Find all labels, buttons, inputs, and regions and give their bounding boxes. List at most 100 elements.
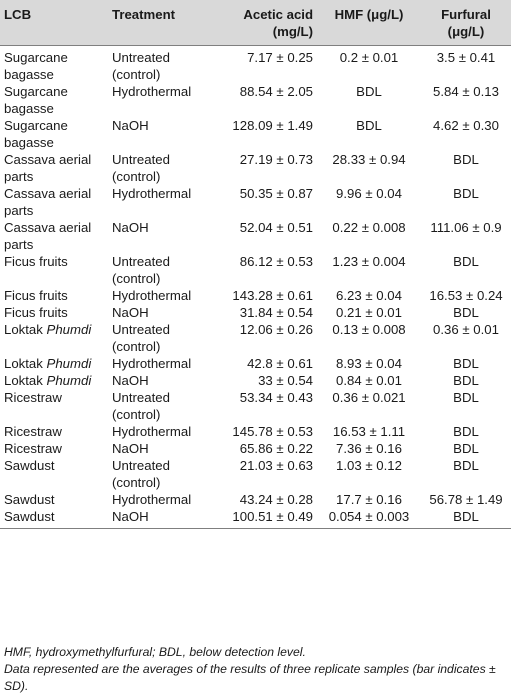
table-body: Sugarcane bagasse Untreated (control) 7.17… <box>0 46 511 529</box>
cell-acetic-acid: 12.06 ± 0.26 <box>239 322 313 337</box>
cell-furfural: 3.5 ± 0.41 <box>436 50 496 65</box>
cell-treatment: NaOH <box>112 220 149 235</box>
cell-furfural: BDL <box>453 305 479 320</box>
header-row: LCB Treatment Acetic acid (mg/L) HMF (μg… <box>0 0 511 46</box>
table-row: Cassava aerial parts NaOH 52.04 ± 0.51 0.22… <box>0 219 511 253</box>
table-row: Sugarcane bagasse Hydrothermal 88.54 ± 2.0… <box>0 83 511 117</box>
cell-acetic-acid: 52.04 ± 0.51 <box>239 220 313 235</box>
cell-acetic-acid: 128.09 ± 1.49 <box>232 118 313 133</box>
cell-acetic-acid: 33 ± 0.54 <box>258 373 313 388</box>
header-acetic-acid: Acetic acid (mg/L) <box>204 0 317 46</box>
cell-furfural: 4.62 ± 0.30 <box>433 118 499 133</box>
cell-treatment: Hydrothermal <box>112 84 192 99</box>
cell-treatment: Untreated (control) <box>112 50 170 82</box>
cell-acetic-acid: 100.51 ± 0.49 <box>204 508 317 529</box>
table-row: Sugarcane bagasse Untreated (control) 7.17… <box>0 46 511 84</box>
cell-acetic-acid: 65.86 ± 0.22 <box>239 441 313 456</box>
cell-treatment: NaOH <box>112 441 149 456</box>
table-row: Ricestraw Hydrothermal 145.78 ± 0.53 16.53 … <box>0 423 511 440</box>
table-row: Loktak Phumdi Hydrothermal 42.8 ± 0.61 8.93… <box>0 355 511 372</box>
header-treatment: Treatment <box>108 0 204 46</box>
cell-lcb: Cassava aerial parts <box>0 151 108 185</box>
table-row: Ricestraw NaOH 65.86 ± 0.22 7.36 ± 0.16 BDL <box>0 440 511 457</box>
cell-lcb: Sugarcane bagasse <box>0 83 108 117</box>
lcb-name: Loktak <box>4 373 47 388</box>
cell-acetic-acid: 88.54 ± 2.05 <box>239 84 313 99</box>
lcb-name: Cassava aerial parts <box>4 220 92 252</box>
table-footnotes: HMF, hydroxymethylfurfural; BDL, below d… <box>4 644 504 695</box>
cell-hmf: 0.2 ± 0.01 <box>339 50 399 65</box>
cell-treatment: Untreated (control) <box>112 458 170 490</box>
cell-hmf: BDL <box>356 118 382 133</box>
cell-lcb: Loktak Phumdi <box>0 355 108 372</box>
cell-hmf: 8.93 ± 0.04 <box>336 356 402 371</box>
cell-furfural: BDL <box>453 458 479 473</box>
cell-treatment: Untreated (control) <box>112 152 170 184</box>
cell-acetic-acid: 50.35 ± 0.87 <box>239 186 313 201</box>
table-row: Ficus fruits Untreated (control) 86.12 ± 0… <box>0 253 511 287</box>
cell-treatment: Hydrothermal <box>112 424 192 439</box>
cell-treatment: Untreated (control) <box>112 390 170 422</box>
cell-acetic-acid: 53.34 ± 0.43 <box>239 390 313 405</box>
cell-furfural: 111.06 ± 0.9 <box>430 220 502 235</box>
cell-hmf: 17.7 ± 0.16 <box>336 492 402 507</box>
cell-lcb: Loktak Phumdi <box>0 321 108 355</box>
footnote-abbreviations: HMF, hydroxymethylfurfural; BDL, below d… <box>4 645 306 659</box>
cell-treatment: Hydrothermal <box>112 492 192 507</box>
cell-lcb: Sugarcane bagasse <box>0 117 108 151</box>
cell-lcb: Sawdust <box>0 491 108 508</box>
cell-lcb: Ricestraw <box>0 440 108 457</box>
table-row: Ficus fruits Hydrothermal 143.28 ± 0.61 6.2… <box>0 287 511 304</box>
cell-hmf: 0.21 ± 0.01 <box>336 305 402 320</box>
lcb-name: Sugarcane bagasse <box>4 50 68 82</box>
lcb-name: Loktak <box>4 322 47 337</box>
cell-hmf: 0.84 ± 0.01 <box>336 373 402 388</box>
cell-treatment: NaOH <box>108 508 204 529</box>
cell-lcb: Cassava aerial parts <box>0 219 108 253</box>
header-furfural: Furfural (μg/L) <box>421 0 511 46</box>
cell-furfural: BDL <box>453 390 479 405</box>
cell-acetic-acid: 43.24 ± 0.28 <box>239 492 313 507</box>
cell-furfural: BDL <box>453 373 479 388</box>
cell-lcb: Ricestraw <box>0 389 108 423</box>
lcb-name-italic: Phumdi <box>46 373 92 388</box>
table-row: Ricestraw Untreated (control) 53.34 ± 0.43… <box>0 389 511 423</box>
cell-acetic-acid: 143.28 ± 0.61 <box>232 288 313 303</box>
lcb-name: Sawdust <box>4 509 55 524</box>
table-row: Sugarcane bagasse NaOH 128.09 ± 1.49 BDL 4.6… <box>0 117 511 151</box>
cell-lcb: Cassava aerial parts <box>0 185 108 219</box>
table-row: Ficus fruits NaOH 31.84 ± 0.54 0.21 ± 0.01 B… <box>0 304 511 321</box>
cell-furfural: BDL <box>453 254 479 269</box>
lcb-name-italic: Phumdi <box>46 356 92 371</box>
lcb-name: Sawdust <box>4 458 55 473</box>
cell-furfural: BDL <box>453 152 479 167</box>
cell-acetic-acid: 145.78 ± 0.53 <box>232 424 313 439</box>
cell-acetic-acid: 31.84 ± 0.54 <box>239 305 313 320</box>
cell-treatment: Hydrothermal <box>112 356 192 371</box>
header-lcb: LCB <box>0 0 108 46</box>
cell-treatment: Hydrothermal <box>112 288 192 303</box>
cell-hmf: 0.054 ± 0.003 <box>317 508 421 529</box>
table-row: Sawdust Hydrothermal 43.24 ± 0.28 17.7 ± 0.… <box>0 491 511 508</box>
cell-furfural: 5.84 ± 0.13 <box>433 84 499 99</box>
cell-furfural: BDL <box>453 186 479 201</box>
cell-lcb: Ficus fruits <box>0 253 108 287</box>
data-table: LCB Treatment Acetic acid (mg/L) HMF (μg… <box>0 0 511 529</box>
cell-treatment: NaOH <box>112 373 149 388</box>
cell-lcb: Loktak Phumdi <box>0 372 108 389</box>
lcb-name: Ficus fruits <box>4 305 68 320</box>
cell-lcb: Sugarcane bagasse <box>0 46 108 84</box>
footnote-replicates: Data represented are the averages of the… <box>4 662 496 693</box>
header-hmf: HMF (μg/L) <box>317 0 421 46</box>
cell-treatment: Untreated (control) <box>112 322 170 354</box>
table-row: Cassava aerial parts Hydrothermal 50.35 ± … <box>0 185 511 219</box>
lcb-name: Ficus fruits <box>4 288 68 303</box>
cell-furfural: BDL <box>421 508 511 529</box>
cell-lcb: Ficus fruits <box>0 287 108 304</box>
lcb-name: Ficus fruits <box>4 254 68 269</box>
cell-hmf: 0.22 ± 0.008 <box>332 220 406 235</box>
lcb-name: Sugarcane bagasse <box>4 118 68 150</box>
lcb-name: Ricestraw <box>4 424 62 439</box>
table-row: Cassava aerial parts Untreated (control) 2… <box>0 151 511 185</box>
